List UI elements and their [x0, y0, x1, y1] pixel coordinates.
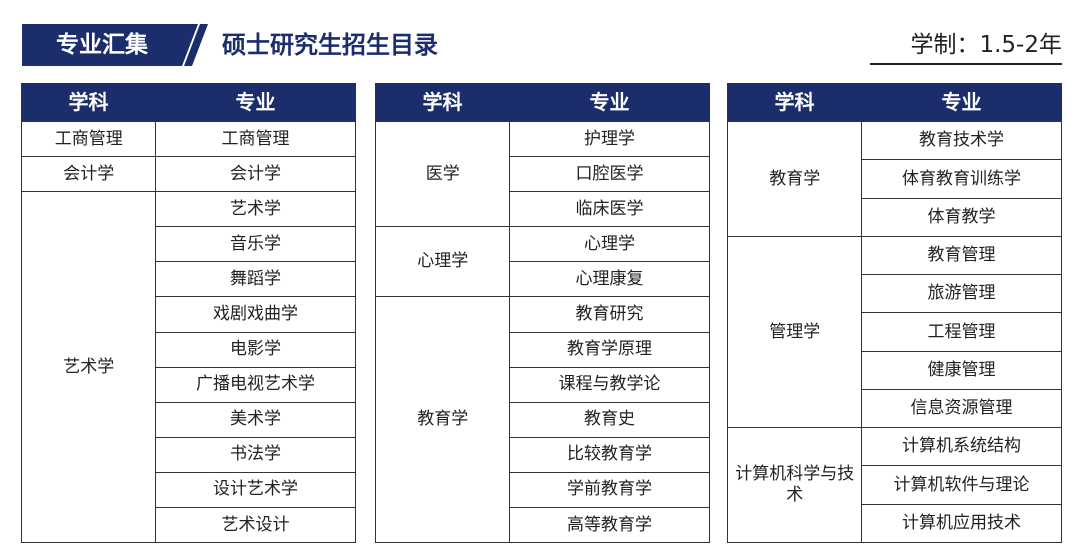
major-cell: 课程与教学论: [509, 366, 710, 404]
major-cell: 舞蹈学: [155, 261, 356, 298]
header-cell: 学科: [21, 83, 156, 122]
header-cell: 学科: [375, 83, 510, 122]
duration: 学制：1.5-2年: [910, 32, 1062, 58]
major-cell: 信息资源管理: [861, 388, 1062, 429]
major-cell: 工商管理: [155, 121, 356, 158]
subject-cell: 工商管理: [21, 121, 157, 158]
major-cell: 电影学: [155, 331, 356, 369]
major-cell: 计算机系统结构: [861, 427, 1062, 467]
major-cell: 心理康复: [509, 261, 710, 298]
major-cell: 教育学原理: [509, 331, 710, 369]
header-decor: [22, 24, 1062, 66]
subject-cell: 教育学: [727, 121, 863, 238]
tag: 专业汇集: [56, 32, 148, 58]
subject-cell: 管理学: [727, 235, 863, 429]
major-cell: 戏剧戏曲学: [155, 296, 356, 333]
tag-box: [22, 24, 198, 66]
major-cell: 工程管理: [861, 312, 1062, 353]
major-cell: 教育技术学: [861, 121, 1062, 161]
major-cell: 美术学: [155, 401, 356, 439]
major-cell: 心理学: [509, 226, 710, 263]
tag-stripe: [184, 24, 208, 66]
subject-cell: 会计学: [21, 156, 157, 193]
major-cell: 会计学: [155, 156, 356, 193]
major-cell: 教育管理: [861, 235, 1062, 276]
major-cell: 旅游管理: [861, 274, 1062, 314]
major-cell: 体育教学: [861, 197, 1062, 238]
major-cell: 艺术设计: [155, 506, 356, 544]
header-cell: 学科: [727, 83, 862, 122]
major-cell: 体育教育训练学: [861, 159, 1062, 200]
header-cell: 专业: [861, 83, 1062, 122]
subject-cell: 医学: [375, 121, 511, 228]
major-cell: 计算机应用技术: [861, 503, 1062, 544]
major-cell: 学前教育学: [509, 471, 710, 509]
subject-cell: 艺术学: [21, 191, 157, 544]
subject-cell: 心理学: [375, 226, 511, 298]
major-cell: 艺术学: [155, 191, 356, 228]
title: 硕士研究生招生目录: [222, 31, 438, 59]
major-cell: 护理学: [509, 121, 710, 158]
subject-cell: 教育学: [375, 296, 511, 544]
major-cell: 高等教育学: [509, 506, 710, 544]
major-cell: 计算机软件与理论: [861, 465, 1062, 506]
major-cell: 书法学: [155, 436, 356, 474]
major-cell: 设计艺术学: [155, 471, 356, 509]
major-cell: 教育史: [509, 401, 710, 439]
header-cell: 专业: [509, 83, 710, 122]
major-cell: 健康管理: [861, 350, 1062, 391]
major-cell: 教育研究: [509, 296, 710, 333]
major-cell: 口腔医学: [509, 156, 710, 193]
major-cell: 比较教育学: [509, 436, 710, 474]
major-cell: 音乐学: [155, 226, 356, 263]
subject-cell: 计算机科学与技术: [727, 427, 863, 544]
header-cell: 专业: [155, 83, 356, 122]
major-cell: 广播电视艺术学: [155, 366, 356, 404]
major-cell: 临床医学: [509, 191, 710, 228]
